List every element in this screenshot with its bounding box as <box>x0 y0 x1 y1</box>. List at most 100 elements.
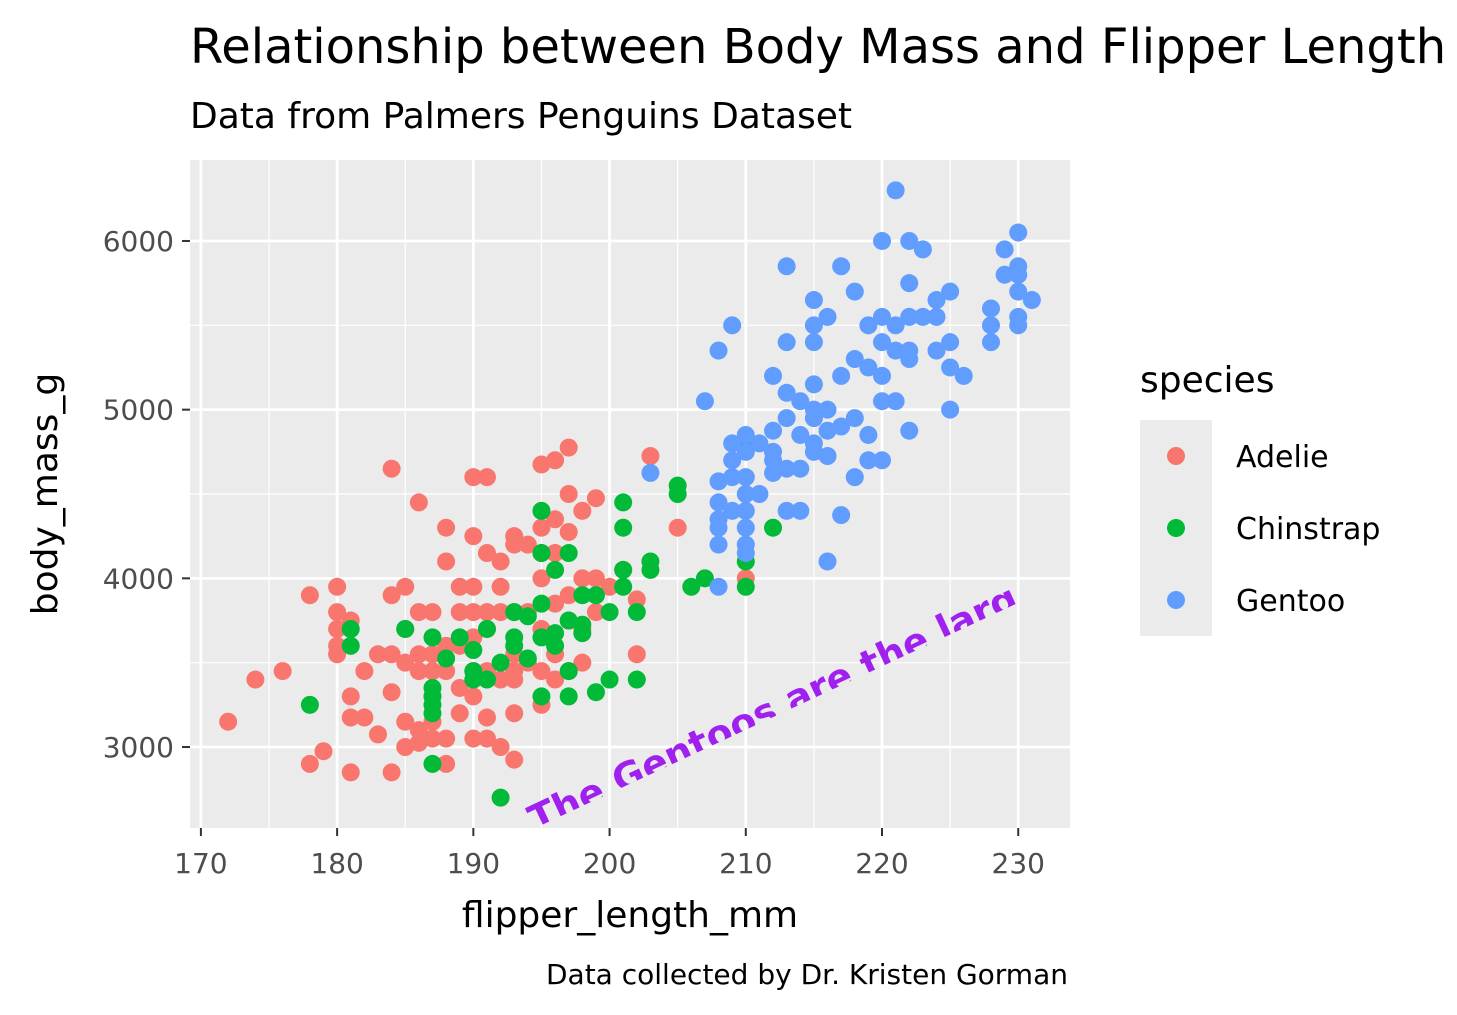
legend-label-adelie: Adelie <box>1236 440 1329 475</box>
data-point-gentoo <box>900 421 919 440</box>
y-tick-label: 5000 <box>103 394 174 427</box>
data-point-gentoo <box>1009 282 1028 301</box>
data-point-gentoo <box>736 518 755 537</box>
data-point-adelie <box>477 468 496 487</box>
data-point-adelie <box>437 552 456 571</box>
data-point-adelie <box>586 489 605 508</box>
data-point-adelie <box>627 645 646 664</box>
data-point-gentoo <box>941 400 960 419</box>
data-point-gentoo <box>981 299 1000 318</box>
data-point-gentoo <box>736 425 755 444</box>
data-point-gentoo <box>791 425 810 444</box>
data-point-gentoo <box>900 307 919 326</box>
data-point-adelie <box>505 670 524 689</box>
data-point-gentoo <box>750 434 769 453</box>
data-point-adelie <box>355 708 374 727</box>
data-point-adelie <box>464 628 483 647</box>
data-point-gentoo <box>1009 265 1028 284</box>
data-point-chinstrap <box>532 628 551 647</box>
data-point-gentoo <box>804 291 823 310</box>
data-point-gentoo <box>832 506 851 525</box>
data-point-adelie <box>573 653 592 672</box>
data-point-adelie <box>532 662 551 681</box>
data-point-adelie <box>273 662 292 681</box>
x-tick-label: 230 <box>992 847 1045 880</box>
data-point-gentoo <box>804 375 823 394</box>
data-point-adelie <box>464 577 483 596</box>
data-point-chinstrap <box>505 603 524 622</box>
data-point-adelie <box>450 603 469 622</box>
data-point-adelie <box>382 763 401 782</box>
data-point-adelie <box>586 603 605 622</box>
data-point-gentoo <box>750 485 769 503</box>
data-point-chinstrap <box>682 577 701 596</box>
data-point-chinstrap <box>546 560 565 579</box>
data-point-chinstrap <box>477 619 496 638</box>
data-point-adelie <box>409 645 428 664</box>
data-point-adelie <box>491 670 510 689</box>
data-point-adelie <box>396 653 415 672</box>
data-point-gentoo <box>764 421 783 440</box>
data-point-adelie <box>437 729 456 748</box>
data-point-chinstrap <box>450 628 469 647</box>
data-point-chinstrap <box>437 649 456 668</box>
data-point-adelie <box>491 577 510 596</box>
data-point-adelie <box>559 438 578 457</box>
data-point-adelie <box>532 569 551 588</box>
data-point-gentoo <box>736 544 755 563</box>
legend-key-gentoo <box>1167 591 1185 609</box>
data-point-gentoo <box>777 383 796 402</box>
data-point-adelie <box>505 750 524 769</box>
y-axis-label: body_mass_g <box>25 373 66 616</box>
data-point-chinstrap <box>546 636 565 655</box>
data-point-gentoo <box>723 501 742 520</box>
data-point-adelie <box>328 619 347 638</box>
data-point-gentoo <box>927 291 946 310</box>
data-point-gentoo <box>995 240 1014 259</box>
data-point-gentoo <box>832 257 851 276</box>
data-point-gentoo <box>723 434 742 453</box>
data-point-adelie <box>491 738 510 757</box>
data-point-adelie <box>314 742 333 761</box>
data-point-chinstrap <box>614 577 633 596</box>
data-point-gentoo <box>804 409 823 428</box>
data-point-gentoo <box>723 451 742 470</box>
data-point-gentoo <box>777 459 796 478</box>
data-point-gentoo <box>859 358 878 377</box>
data-point-gentoo <box>913 307 932 326</box>
data-point-chinstrap <box>600 603 619 622</box>
data-point-adelie <box>423 603 442 622</box>
data-point-chinstrap <box>423 704 442 723</box>
data-point-gentoo <box>900 274 919 293</box>
data-point-adelie <box>409 493 428 512</box>
legend-label-gentoo: Gentoo <box>1236 584 1345 619</box>
data-point-gentoo <box>873 392 892 411</box>
data-point-chinstrap <box>668 485 687 503</box>
legend-label-chinstrap: Chinstrap <box>1236 512 1380 547</box>
data-point-gentoo <box>873 333 892 352</box>
data-point-chinstrap <box>491 788 510 807</box>
data-point-gentoo <box>695 392 714 411</box>
data-point-adelie <box>450 704 469 723</box>
data-point-chinstrap <box>505 636 524 655</box>
data-point-gentoo <box>777 333 796 352</box>
data-point-adelie <box>477 708 496 727</box>
data-point-gentoo <box>927 341 946 360</box>
data-point-adelie <box>546 594 565 613</box>
data-point-gentoo <box>1009 316 1028 335</box>
legend-key-adelie <box>1167 447 1185 465</box>
data-point-chinstrap <box>546 624 565 643</box>
data-point-gentoo <box>777 409 796 428</box>
data-point-gentoo <box>818 307 837 326</box>
data-point-gentoo <box>873 231 892 250</box>
data-point-adelie <box>382 586 401 605</box>
data-point-gentoo <box>764 451 783 470</box>
data-point-gentoo <box>900 231 919 250</box>
data-point-chinstrap <box>532 544 551 563</box>
data-point-gentoo <box>791 459 810 478</box>
data-point-gentoo <box>818 400 837 419</box>
data-point-adelie <box>409 603 428 622</box>
data-point-adelie <box>409 662 428 681</box>
data-point-adelie <box>437 754 456 773</box>
